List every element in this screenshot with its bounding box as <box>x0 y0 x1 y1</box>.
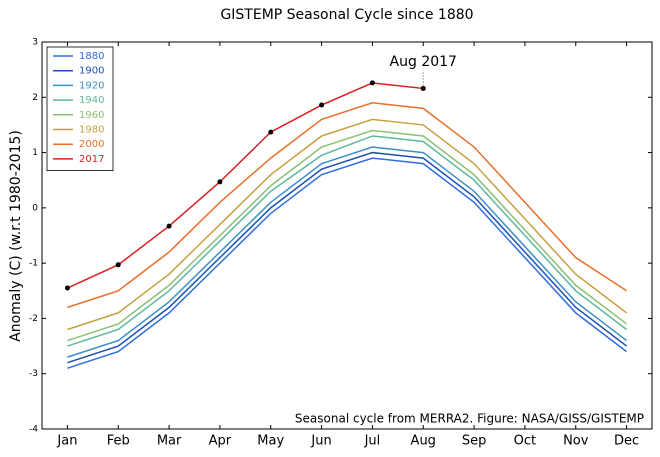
y-tick-label: -2 <box>29 314 38 324</box>
point <box>268 129 274 135</box>
y-axis-label: Anomaly (C) (w.r.t 1980-2015) <box>8 130 24 342</box>
x-tick-label: Sep <box>462 434 487 449</box>
x-tick-label: Oct <box>514 434 536 449</box>
legend-box <box>46 46 114 171</box>
point <box>166 223 172 229</box>
legend-label: 1900 <box>79 66 104 77</box>
x-tick-label: Apr <box>209 434 232 449</box>
y-tick-label: -1 <box>29 259 38 269</box>
y-tick-label: -4 <box>29 425 38 435</box>
point <box>369 80 375 86</box>
legend-label: 1920 <box>79 80 104 91</box>
series-line <box>67 157 628 369</box>
series-line <box>67 151 628 364</box>
x-tick-label: Jan <box>56 434 77 449</box>
y-tick-label: -3 <box>29 369 38 379</box>
y-tick-label: 0 <box>32 203 38 213</box>
series-line <box>67 102 627 309</box>
note: Seasonal cycle from MERRA2. Figure: NASA… <box>295 412 644 426</box>
series-line <box>67 146 628 358</box>
y-tick-label: 2 <box>32 93 38 103</box>
legend-label: 1880 <box>79 51 104 62</box>
legend-label: 2000 <box>79 139 104 150</box>
x-tick-label: Feb <box>107 434 130 449</box>
x-tick-label: Nov <box>563 434 589 449</box>
point <box>115 262 121 268</box>
annotation: Aug 2017 <box>390 54 457 70</box>
x-tick-label: Mar <box>157 434 182 449</box>
series-line <box>67 135 628 347</box>
legend-label: 1960 <box>79 110 104 121</box>
x-tick-label: May <box>257 434 284 449</box>
x-tick-label: Dec <box>614 434 639 449</box>
series-line <box>67 129 628 342</box>
point <box>217 179 223 185</box>
point <box>64 285 70 291</box>
plot-frame <box>41 41 653 430</box>
legend-label: 1940 <box>79 95 104 106</box>
x-tick-label: Jun <box>310 434 331 449</box>
x-tick-label: Jul <box>364 434 381 449</box>
x-tick-label: Aug <box>411 434 436 449</box>
series-line <box>67 118 628 331</box>
legend-label: 2017 <box>79 154 104 165</box>
series-line <box>67 82 424 289</box>
point <box>319 102 325 108</box>
y-tick-label: 3 <box>32 38 38 48</box>
y-tick-label: 1 <box>32 148 38 158</box>
chart-title: GISTEMP Seasonal Cycle since 1880 <box>220 7 473 23</box>
legend-label: 1980 <box>79 125 104 136</box>
